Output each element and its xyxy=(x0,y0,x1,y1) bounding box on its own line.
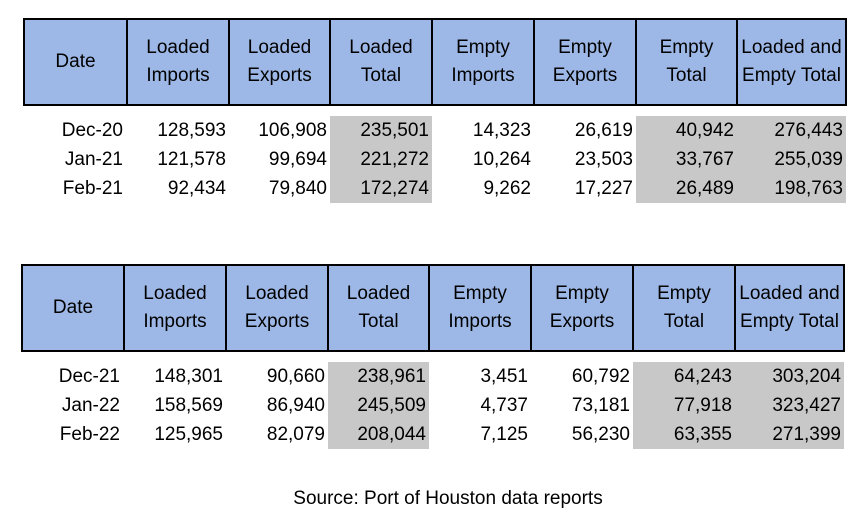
cell-grand-total: 198,763 xyxy=(737,174,846,203)
cell-loaded-imports: 92,434 xyxy=(167,178,226,199)
cell-grand-total: 271,399 xyxy=(735,420,844,449)
cell-empty-imports: 7,125 xyxy=(480,424,528,445)
cell-loaded-total: 238,961 xyxy=(328,362,429,391)
cell-loaded-total: 172,274 xyxy=(330,174,432,203)
header-empty-exports: Empty Exports xyxy=(533,18,637,106)
header-loaded-total: Loaded Total xyxy=(327,264,430,352)
cell-empty-total: 26,489 xyxy=(636,174,737,203)
table-row: Feb-22 125,965 82,079 208,044 7,125 56,2… xyxy=(22,420,844,449)
table-row: Feb-21 92,434 79,840 172,274 9,262 17,22… xyxy=(24,174,846,203)
cell-empty-total: 77,918 xyxy=(633,391,735,420)
header-loaded-imports: Loaded Imports xyxy=(126,18,230,106)
cell-empty-exports: 60,792 xyxy=(571,366,630,387)
header-date: Date xyxy=(21,264,125,352)
cell-grand-total: 323,427 xyxy=(735,391,844,420)
cell-empty-total: 40,942 xyxy=(636,116,737,145)
table-row: Jan-22 158,569 86,940 245,509 4,737 73,1… xyxy=(22,391,844,420)
header-empty-exports: Empty Exports xyxy=(530,264,634,352)
cell-empty-total: 33,767 xyxy=(636,145,737,174)
cell-loaded-imports: 148,301 xyxy=(154,366,223,387)
cell-date: Dec-21 xyxy=(58,366,120,387)
cell-empty-imports: 3,451 xyxy=(480,366,528,387)
cell-loaded-total: 221,272 xyxy=(330,145,432,174)
cell-date: Feb-22 xyxy=(59,424,120,445)
header-loaded-exports: Loaded Exports xyxy=(228,18,331,106)
cell-loaded-total: 245,509 xyxy=(328,391,429,420)
cell-empty-exports: 23,503 xyxy=(574,149,633,170)
cell-loaded-total: 208,044 xyxy=(328,420,429,449)
header-empty-total: Empty Total xyxy=(635,18,738,106)
cell-loaded-exports: 106,908 xyxy=(258,120,327,141)
header-loaded-exports: Loaded Exports xyxy=(225,264,329,352)
data-table-2020-2021: Date Loaded Imports Loaded Exports Loade… xyxy=(23,18,847,203)
table-row: Dec-20 128,593 106,908 235,501 14,323 26… xyxy=(24,116,846,145)
header-row: Date Loaded Imports Loaded Exports Loade… xyxy=(21,264,845,352)
header-empty-imports: Empty Imports xyxy=(428,264,532,352)
table-row: Dec-21 148,301 90,660 238,961 3,451 60,7… xyxy=(22,362,844,391)
cell-date: Jan-22 xyxy=(61,395,120,416)
cell-empty-imports: 14,323 xyxy=(472,120,531,141)
header-date: Date xyxy=(23,18,128,106)
cell-empty-total: 64,243 xyxy=(633,362,735,391)
cell-date: Feb-21 xyxy=(62,178,123,199)
cell-empty-imports: 4,737 xyxy=(480,395,528,416)
cell-grand-total: 303,204 xyxy=(735,362,844,391)
cell-empty-imports: 9,262 xyxy=(483,178,531,199)
cell-empty-exports: 26,619 xyxy=(574,120,633,141)
cell-loaded-imports: 125,965 xyxy=(154,424,223,445)
header-row: Date Loaded Imports Loaded Exports Loade… xyxy=(23,18,847,106)
source-caption: Source: Port of Houston data reports xyxy=(293,488,603,509)
cell-loaded-imports: 128,593 xyxy=(157,120,226,141)
cell-loaded-exports: 79,840 xyxy=(268,178,327,199)
cell-loaded-exports: 82,079 xyxy=(266,424,325,445)
cell-date: Dec-20 xyxy=(61,120,123,141)
cell-empty-total: 63,355 xyxy=(633,420,735,449)
header-empty-imports: Empty Imports xyxy=(431,18,535,106)
cell-empty-exports: 73,181 xyxy=(571,395,630,416)
data-table-2021-2022: Date Loaded Imports Loaded Exports Loade… xyxy=(21,264,845,449)
cell-empty-imports: 10,264 xyxy=(472,149,531,170)
cell-loaded-exports: 90,660 xyxy=(266,366,325,387)
header-empty-total: Empty Total xyxy=(632,264,736,352)
header-loaded-imports: Loaded Imports xyxy=(123,264,227,352)
cell-grand-total: 276,443 xyxy=(737,116,846,145)
header-loaded-total: Loaded Total xyxy=(329,18,433,106)
cell-loaded-imports: 121,578 xyxy=(157,149,226,170)
table-row: Jan-21 121,578 99,694 221,272 10,264 23,… xyxy=(24,145,846,174)
cell-date: Jan-21 xyxy=(64,149,123,170)
header-loaded-and-empty-total: Loaded and Empty Total xyxy=(736,18,847,106)
cell-empty-exports: 17,227 xyxy=(574,178,633,199)
cell-loaded-total: 235,501 xyxy=(330,116,432,145)
cell-empty-exports: 56,230 xyxy=(571,424,630,445)
cell-grand-total: 255,039 xyxy=(737,145,846,174)
cell-loaded-exports: 99,694 xyxy=(268,149,327,170)
cell-loaded-exports: 86,940 xyxy=(266,395,325,416)
cell-loaded-imports: 158,569 xyxy=(154,395,223,416)
header-loaded-and-empty-total: Loaded and Empty Total xyxy=(734,264,845,352)
